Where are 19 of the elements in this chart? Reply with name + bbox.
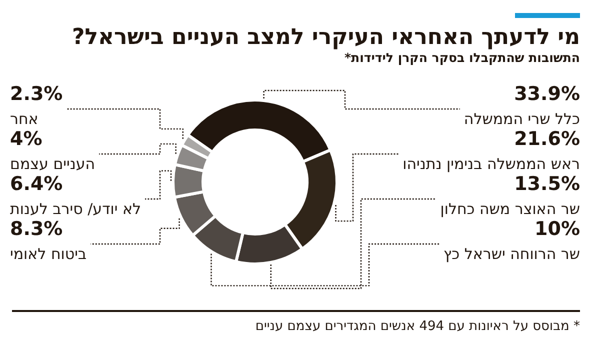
slice-label: כלל שרי הממשלה: [464, 110, 580, 128]
slice-label: ראש הממשלה בנימין נתניהו: [402, 155, 580, 173]
data-label: 10%: [534, 218, 580, 240]
slice-label: אחר: [10, 110, 38, 128]
data-label: 2.3%: [10, 83, 63, 105]
chart-title: מי לדעתך האחראי העיקרי למצב העניים בישראל?: [72, 25, 580, 50]
slice-label: ביטוח לאומי: [10, 245, 87, 263]
slice-label: העניים עצמם: [10, 155, 96, 173]
data-label: 13.5%: [514, 173, 580, 195]
chart-subtitle: התשובות שהתקבלו בסקר הקרן לידידות*: [344, 50, 580, 65]
data-label: 21.6%: [514, 128, 580, 150]
slice-label: שר האוצר משה כחלון: [440, 200, 580, 218]
data-label: 6.4%: [10, 173, 63, 195]
slice-label: שר הרווחה ישראל כץ: [444, 245, 580, 263]
text: * מבוסס על ראיונות עם 494 אנשים המגדירים עצמם עניים: [255, 319, 580, 334]
slice-label: לא יודע/ סירב לענות: [10, 200, 142, 218]
data-label: 4%: [10, 128, 42, 150]
data-label: 33.9%: [514, 83, 580, 105]
data-label: 8.3%: [10, 218, 63, 240]
